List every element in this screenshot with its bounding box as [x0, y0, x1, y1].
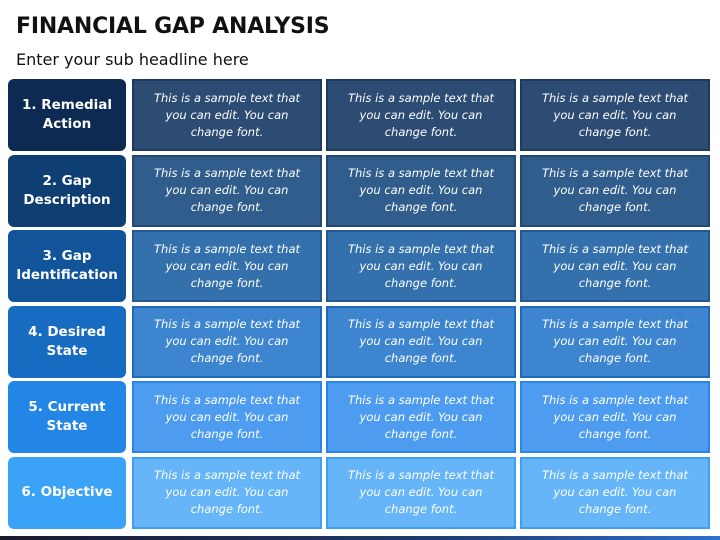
- table-cell[interactable]: This is a sample text that you can edit.…: [132, 230, 322, 303]
- table-cell[interactable]: This is a sample text that you can edit.…: [132, 381, 322, 454]
- table-cell[interactable]: This is a sample text that you can edit.…: [326, 456, 516, 529]
- table-cell[interactable]: This is a sample text that you can edit.…: [520, 79, 710, 151]
- page-title: FINANCIAL GAP ANALYSIS: [16, 14, 330, 39]
- row-label: 4. Desired State: [8, 305, 126, 378]
- footer-accent-bar: [0, 536, 720, 540]
- table-row: 4. Desired State This is a sample text t…: [8, 305, 715, 378]
- table-cell[interactable]: This is a sample text that you can edit.…: [520, 305, 710, 378]
- table-cell[interactable]: This is a sample text that you can edit.…: [520, 456, 710, 529]
- table-cell[interactable]: This is a sample text that you can edit.…: [520, 381, 710, 454]
- row-label: 3. Gap Identification: [8, 230, 126, 303]
- page-subtitle: Enter your sub headline here: [16, 50, 249, 69]
- table-cell[interactable]: This is a sample text that you can edit.…: [132, 79, 322, 151]
- table-cell[interactable]: This is a sample text that you can edit.…: [520, 154, 710, 227]
- row-label: 2. Gap Description: [8, 154, 126, 227]
- table-cell[interactable]: This is a sample text that you can edit.…: [132, 456, 322, 529]
- row-label: 1. Remedial Action: [8, 79, 126, 151]
- table-row: 5. Current State This is a sample text t…: [8, 381, 715, 454]
- table-cell[interactable]: This is a sample text that you can edit.…: [326, 79, 516, 151]
- table-row: 2. Gap Description This is a sample text…: [8, 154, 715, 227]
- table-row: 6. Objective This is a sample text that …: [8, 456, 715, 529]
- table-row: 3. Gap Identification This is a sample t…: [8, 230, 715, 303]
- row-label: 6. Objective: [8, 456, 126, 529]
- table-cell[interactable]: This is a sample text that you can edit.…: [326, 305, 516, 378]
- table-cell[interactable]: This is a sample text that you can edit.…: [326, 230, 516, 303]
- table-cell[interactable]: This is a sample text that you can edit.…: [326, 154, 516, 227]
- row-label: 5. Current State: [8, 381, 126, 454]
- table-cell[interactable]: This is a sample text that you can edit.…: [132, 305, 322, 378]
- table-cell[interactable]: This is a sample text that you can edit.…: [132, 154, 322, 227]
- table-cell[interactable]: This is a sample text that you can edit.…: [520, 230, 710, 303]
- gap-analysis-table: 1. Remedial Action This is a sample text…: [8, 79, 715, 533]
- table-cell[interactable]: This is a sample text that you can edit.…: [326, 381, 516, 454]
- table-row: 1. Remedial Action This is a sample text…: [8, 79, 715, 151]
